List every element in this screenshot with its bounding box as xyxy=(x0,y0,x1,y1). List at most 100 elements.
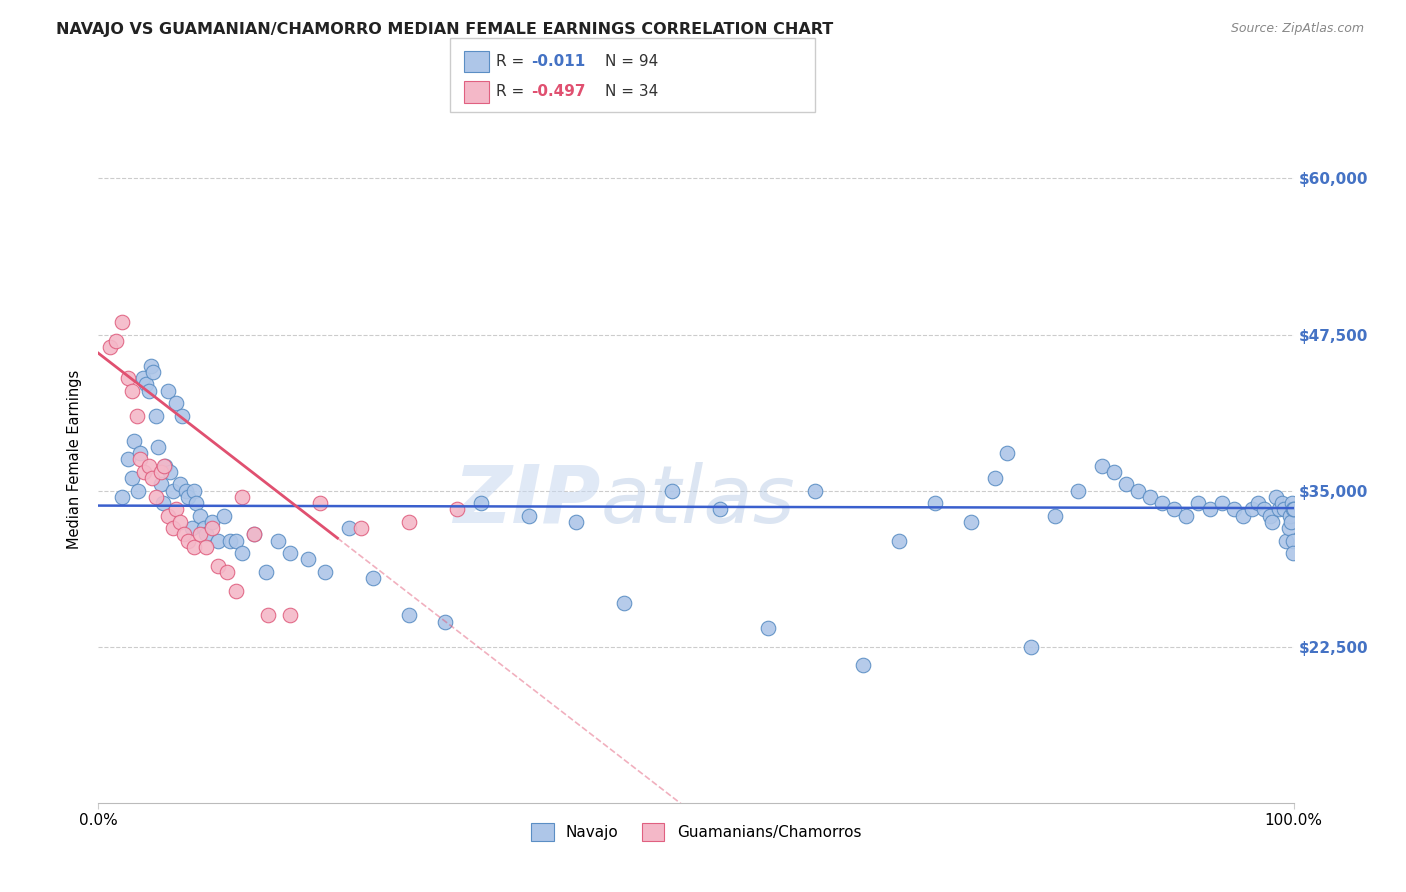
Point xyxy=(1282,533,1305,548)
Text: NAVAJO VS GUAMANIAN/CHAMORRO MEDIAN FEMALE EARNINGS CORRELATION CHART: NAVAJO VS GUAMANIAN/CHAMORRO MEDIAN FEMA… xyxy=(56,22,834,37)
Point xyxy=(180,521,202,535)
Point xyxy=(117,452,139,467)
Point xyxy=(1067,483,1090,498)
Point xyxy=(243,527,266,541)
Text: N = 34: N = 34 xyxy=(605,85,658,99)
Point xyxy=(267,533,290,548)
Point xyxy=(212,508,235,523)
Point xyxy=(188,508,211,523)
Point xyxy=(1104,465,1126,479)
Point xyxy=(225,533,247,548)
Point xyxy=(98,340,122,354)
Point xyxy=(1187,496,1209,510)
Text: -0.011: -0.011 xyxy=(531,54,586,69)
Point xyxy=(155,458,177,473)
Point xyxy=(111,490,134,504)
Point xyxy=(1232,508,1254,523)
Point xyxy=(1152,496,1174,510)
Point xyxy=(889,533,911,548)
Point xyxy=(217,565,239,579)
Point xyxy=(127,483,149,498)
Point xyxy=(172,409,194,423)
Point xyxy=(1019,640,1042,654)
Point xyxy=(1279,515,1302,529)
Point xyxy=(517,508,540,523)
Point xyxy=(1281,496,1303,510)
Point xyxy=(1268,502,1291,516)
Point xyxy=(117,371,139,385)
Point xyxy=(159,465,181,479)
Point xyxy=(756,621,779,635)
Point xyxy=(162,521,184,535)
Text: atlas: atlas xyxy=(600,461,796,540)
Point xyxy=(219,533,242,548)
Point xyxy=(141,471,163,485)
Point xyxy=(1253,502,1275,516)
Point xyxy=(174,483,197,498)
Point xyxy=(257,608,280,623)
Point xyxy=(165,502,187,516)
Point xyxy=(139,359,162,373)
Point xyxy=(183,483,205,498)
Point xyxy=(149,477,172,491)
Point xyxy=(1247,496,1270,510)
Point xyxy=(470,496,492,510)
Point xyxy=(1282,502,1305,516)
Point xyxy=(350,521,373,535)
Point xyxy=(243,527,266,541)
Point xyxy=(135,377,157,392)
Point xyxy=(924,496,946,510)
Point xyxy=(278,608,301,623)
Point xyxy=(231,490,253,504)
Point xyxy=(195,527,218,541)
Point xyxy=(131,371,153,385)
Point xyxy=(149,465,172,479)
Point xyxy=(121,471,143,485)
Point xyxy=(1282,546,1305,560)
Point xyxy=(165,396,187,410)
Legend: Navajo, Guamanians/Chamorros: Navajo, Guamanians/Chamorros xyxy=(524,817,868,847)
Point xyxy=(1211,496,1233,510)
Point xyxy=(129,452,152,467)
Point xyxy=(231,546,253,560)
Point xyxy=(169,515,191,529)
Point xyxy=(152,496,174,510)
Point xyxy=(1223,502,1246,516)
Point xyxy=(186,496,208,510)
Point xyxy=(297,552,319,566)
Point xyxy=(804,483,827,498)
Point xyxy=(138,458,160,473)
Point xyxy=(254,565,277,579)
Text: -0.497: -0.497 xyxy=(531,85,586,99)
Point xyxy=(852,658,875,673)
Point xyxy=(1240,502,1263,516)
Point xyxy=(173,527,195,541)
Point xyxy=(148,440,170,454)
Point xyxy=(177,490,200,504)
Point xyxy=(156,384,179,398)
Point xyxy=(1275,533,1298,548)
Point xyxy=(1128,483,1150,498)
Point xyxy=(145,490,167,504)
Point xyxy=(565,515,588,529)
Point xyxy=(105,334,128,348)
Text: R =: R = xyxy=(496,54,530,69)
Point xyxy=(995,446,1018,460)
Text: R =: R = xyxy=(496,85,530,99)
Point xyxy=(1091,458,1114,473)
Point xyxy=(153,458,176,473)
Point xyxy=(398,608,420,623)
Point xyxy=(446,502,468,516)
Point xyxy=(124,434,146,448)
Y-axis label: Median Female Earnings: Median Female Earnings xyxy=(67,370,83,549)
Point xyxy=(225,583,247,598)
Point xyxy=(1163,502,1185,516)
Point xyxy=(1139,490,1161,504)
Point xyxy=(1043,508,1066,523)
Point xyxy=(613,596,636,610)
Point xyxy=(142,365,165,379)
Point xyxy=(207,533,229,548)
Point xyxy=(207,558,229,573)
Point xyxy=(308,496,330,510)
Point xyxy=(162,483,184,498)
